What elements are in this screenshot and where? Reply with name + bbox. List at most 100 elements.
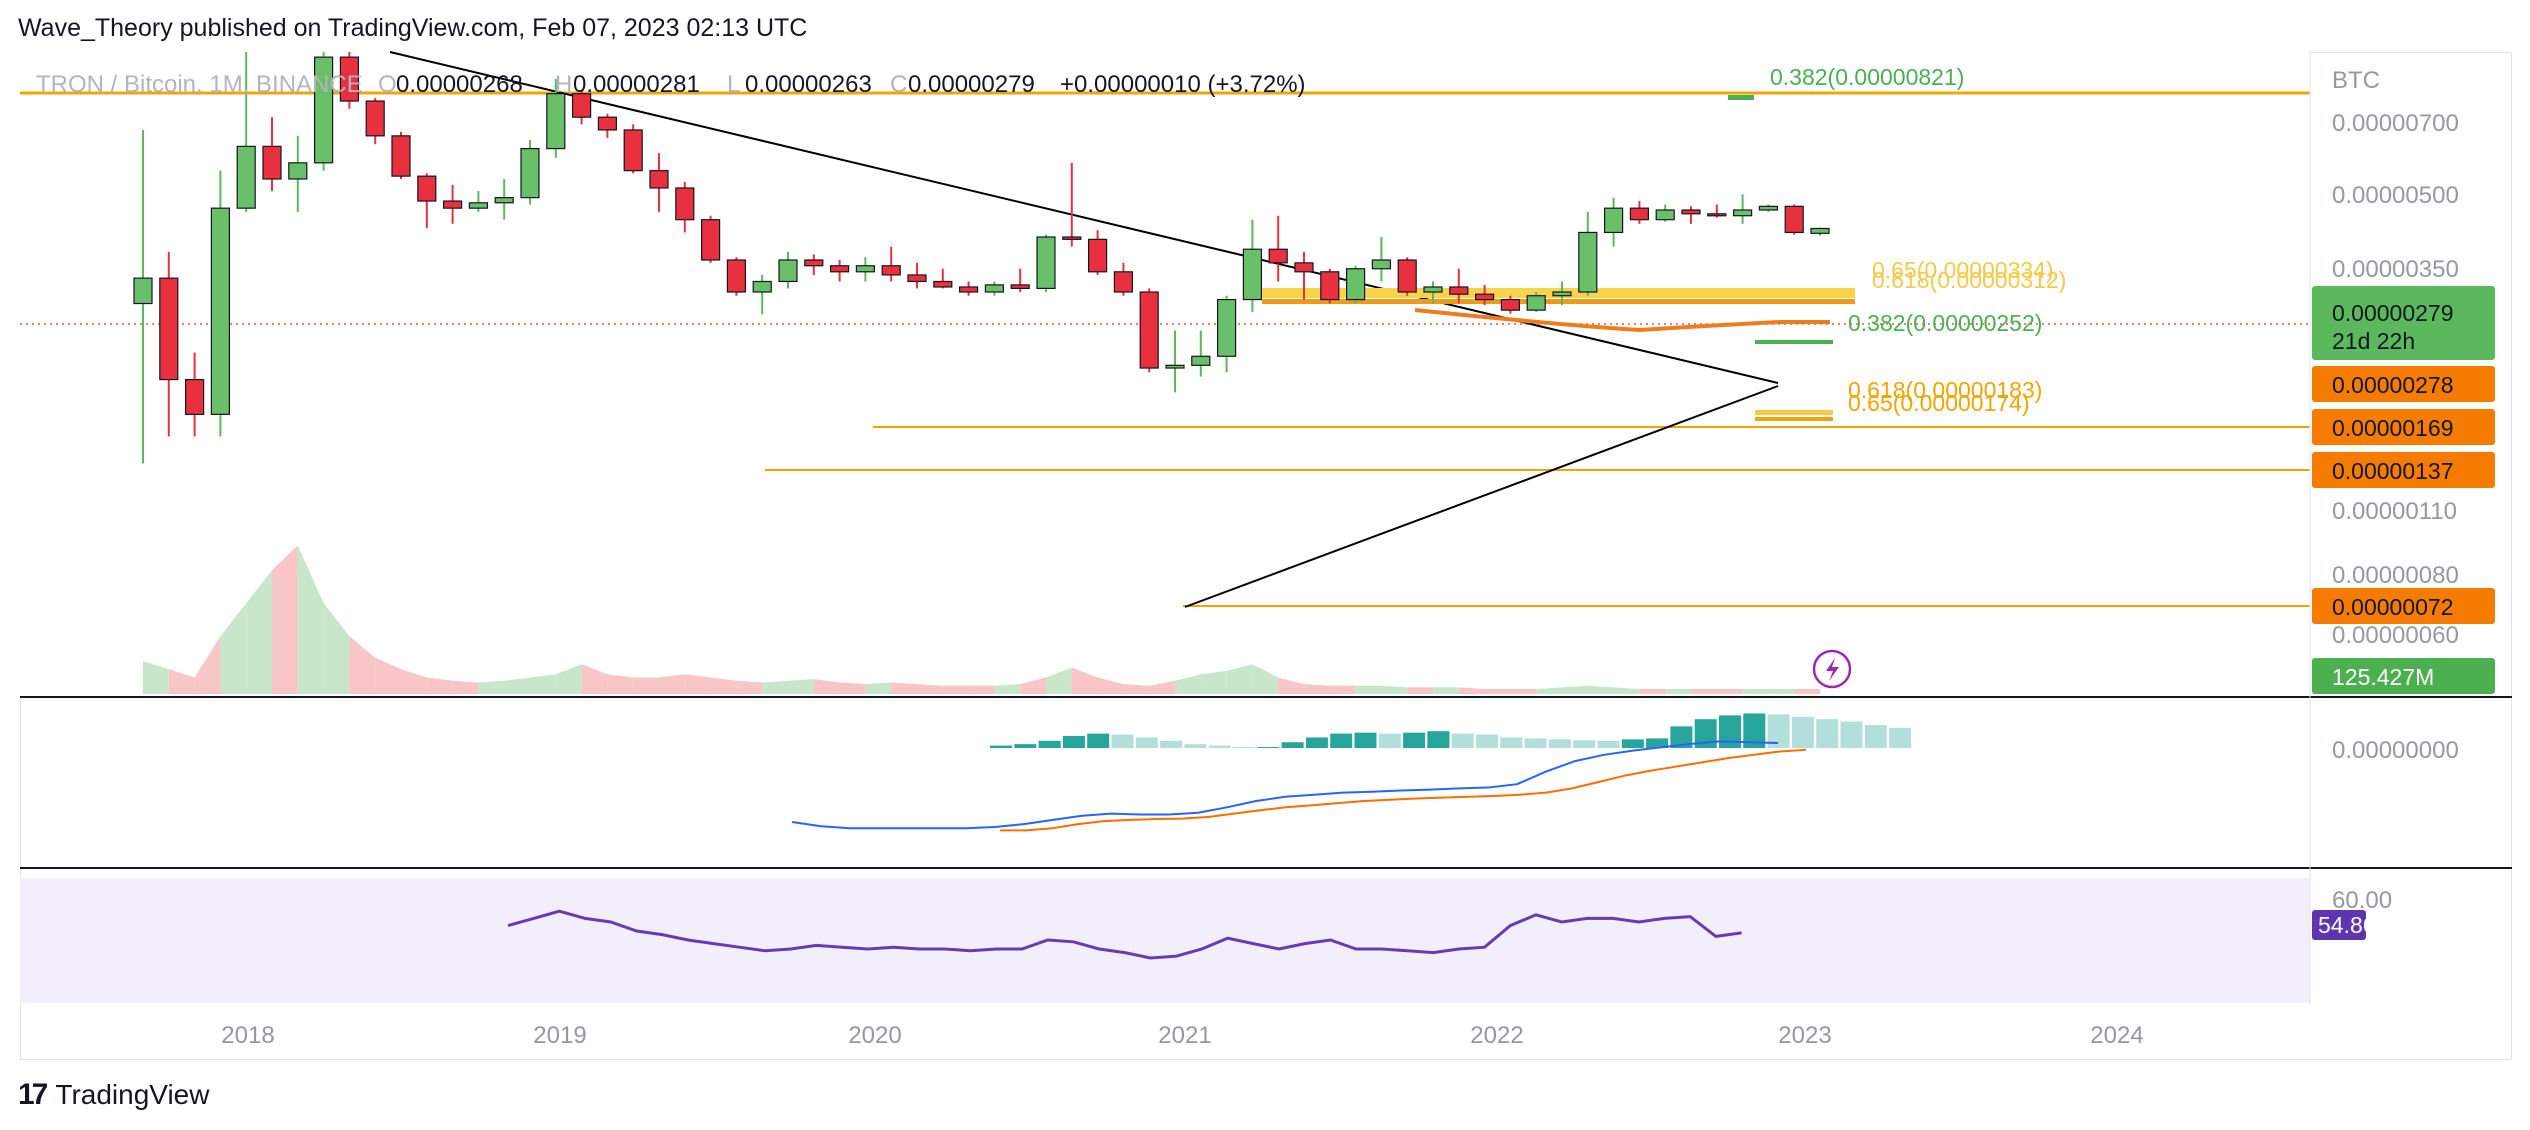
volume-segment — [349, 636, 376, 694]
candle — [675, 181, 695, 233]
legend-item: +0.00000010 (+3.72%) — [1060, 71, 1306, 98]
macd-histogram-bar — [1184, 744, 1207, 748]
svg-text:0.00000279: 0.00000279 — [2332, 300, 2454, 326]
volume-segment — [736, 680, 763, 694]
x-tick-label: 2024 — [2090, 1022, 2143, 1049]
candle — [881, 246, 901, 282]
x-tick-label: 2023 — [1778, 1022, 1831, 1049]
macd-histogram-bar — [1014, 744, 1037, 748]
legend-item: 0.00000263 — [745, 71, 872, 98]
volume-segment — [607, 674, 634, 694]
macd-histogram-bar — [1646, 738, 1669, 748]
fib-label: 0.618(0.00000183) — [1848, 377, 2042, 403]
y-tick-label: 0.00000080 — [2332, 562, 2459, 589]
y-tick-label: 0.00000500 — [2332, 182, 2459, 209]
candle — [391, 131, 411, 179]
macd-histogram-bar — [1451, 733, 1474, 748]
candle — [1010, 268, 1030, 293]
candle — [1216, 295, 1237, 373]
candle — [262, 117, 282, 192]
macd-histogram-bar — [1500, 737, 1523, 748]
candle — [546, 78, 566, 158]
candle — [752, 274, 772, 315]
volume-segment — [813, 679, 840, 694]
volume-segment — [1304, 684, 1330, 694]
volume-segment — [1123, 684, 1150, 694]
fib-band — [1728, 95, 1754, 100]
candle — [417, 173, 437, 229]
candle — [210, 170, 230, 437]
candlesticks — [133, 52, 1830, 464]
svg-text:54.86: 54.86 — [2318, 912, 2376, 938]
volume-segment — [942, 685, 969, 694]
candle — [1810, 227, 1830, 236]
volume-segment — [426, 677, 453, 694]
candle — [1732, 194, 1753, 224]
candle — [1371, 236, 1392, 282]
candle — [339, 52, 359, 109]
volume-segment — [581, 664, 608, 694]
legend-item: TRON / Bitcoin, 1M, BINANCE — [36, 71, 363, 98]
macd-histogram-bar — [1087, 733, 1110, 748]
candle — [700, 215, 721, 263]
volume-segment — [478, 680, 505, 694]
macd-histogram-bar — [1257, 747, 1280, 748]
volume-segment — [1794, 689, 1820, 694]
macd-histogram-bar — [1281, 742, 1304, 748]
candle — [1320, 268, 1340, 304]
volume-segment — [1613, 687, 1640, 694]
candle — [1758, 204, 1779, 212]
macd-histogram-bar — [1062, 736, 1085, 748]
candle — [726, 257, 747, 296]
macd-line — [791, 740, 1779, 830]
price-tag: 0.00000072 — [2312, 588, 2495, 624]
candle — [520, 139, 540, 205]
volume-segment — [1665, 689, 1691, 694]
volume-segment — [401, 669, 427, 694]
candle — [288, 135, 308, 212]
tradingview-footer[interactable]: 17 TradingView — [18, 1078, 209, 1112]
fib-band — [1755, 417, 1833, 421]
volume-segment — [1355, 685, 1382, 694]
candle — [933, 268, 953, 289]
volume-segment — [375, 657, 401, 694]
volume-segment — [1716, 689, 1743, 694]
y-tick-label: 0.00000350 — [2332, 256, 2459, 283]
legend-item: H — [555, 71, 572, 98]
svg-text:0.00000072: 0.00000072 — [2332, 594, 2454, 620]
macd-histogram-bar — [1330, 733, 1353, 748]
x-tick-label: 2020 — [848, 1022, 901, 1049]
macd-histogram-bar — [1135, 737, 1158, 748]
macd-histogram-bar — [1305, 737, 1328, 748]
candle — [185, 352, 205, 437]
macd-histogram-bar — [1864, 724, 1887, 748]
candle — [804, 254, 824, 275]
candle — [1449, 268, 1469, 304]
rsi-pane — [507, 909, 1742, 960]
fib-label: 0.382(0.00000821) — [1770, 64, 1964, 90]
candle — [1552, 281, 1572, 306]
candle — [1629, 201, 1650, 224]
volume-segment — [1639, 689, 1666, 694]
svg-text:0.00000169: 0.00000169 — [2332, 415, 2454, 441]
volume-segment — [839, 682, 866, 694]
candle — [597, 113, 618, 138]
price-tag: 0.00000169 — [2312, 409, 2495, 445]
x-tick-label: 2021 — [1158, 1022, 1211, 1049]
volume-segment — [1691, 689, 1717, 694]
volume-segment — [762, 680, 788, 694]
candle — [1165, 330, 1185, 393]
macd-histogram-bar — [1670, 726, 1693, 748]
volume-segment — [1484, 689, 1511, 694]
fib-label: 0.65(0.00000174) — [1848, 390, 2030, 416]
volume-segment — [1458, 687, 1485, 694]
candle — [1113, 262, 1134, 296]
svg-text:0.00000278: 0.00000278 — [2332, 372, 2454, 398]
candle — [494, 178, 514, 220]
descending-trendline — [389, 51, 1779, 384]
legend-item: 0.00000281 — [573, 71, 700, 98]
macd-histogram-bar — [1233, 747, 1255, 748]
volume-segment — [297, 545, 324, 694]
